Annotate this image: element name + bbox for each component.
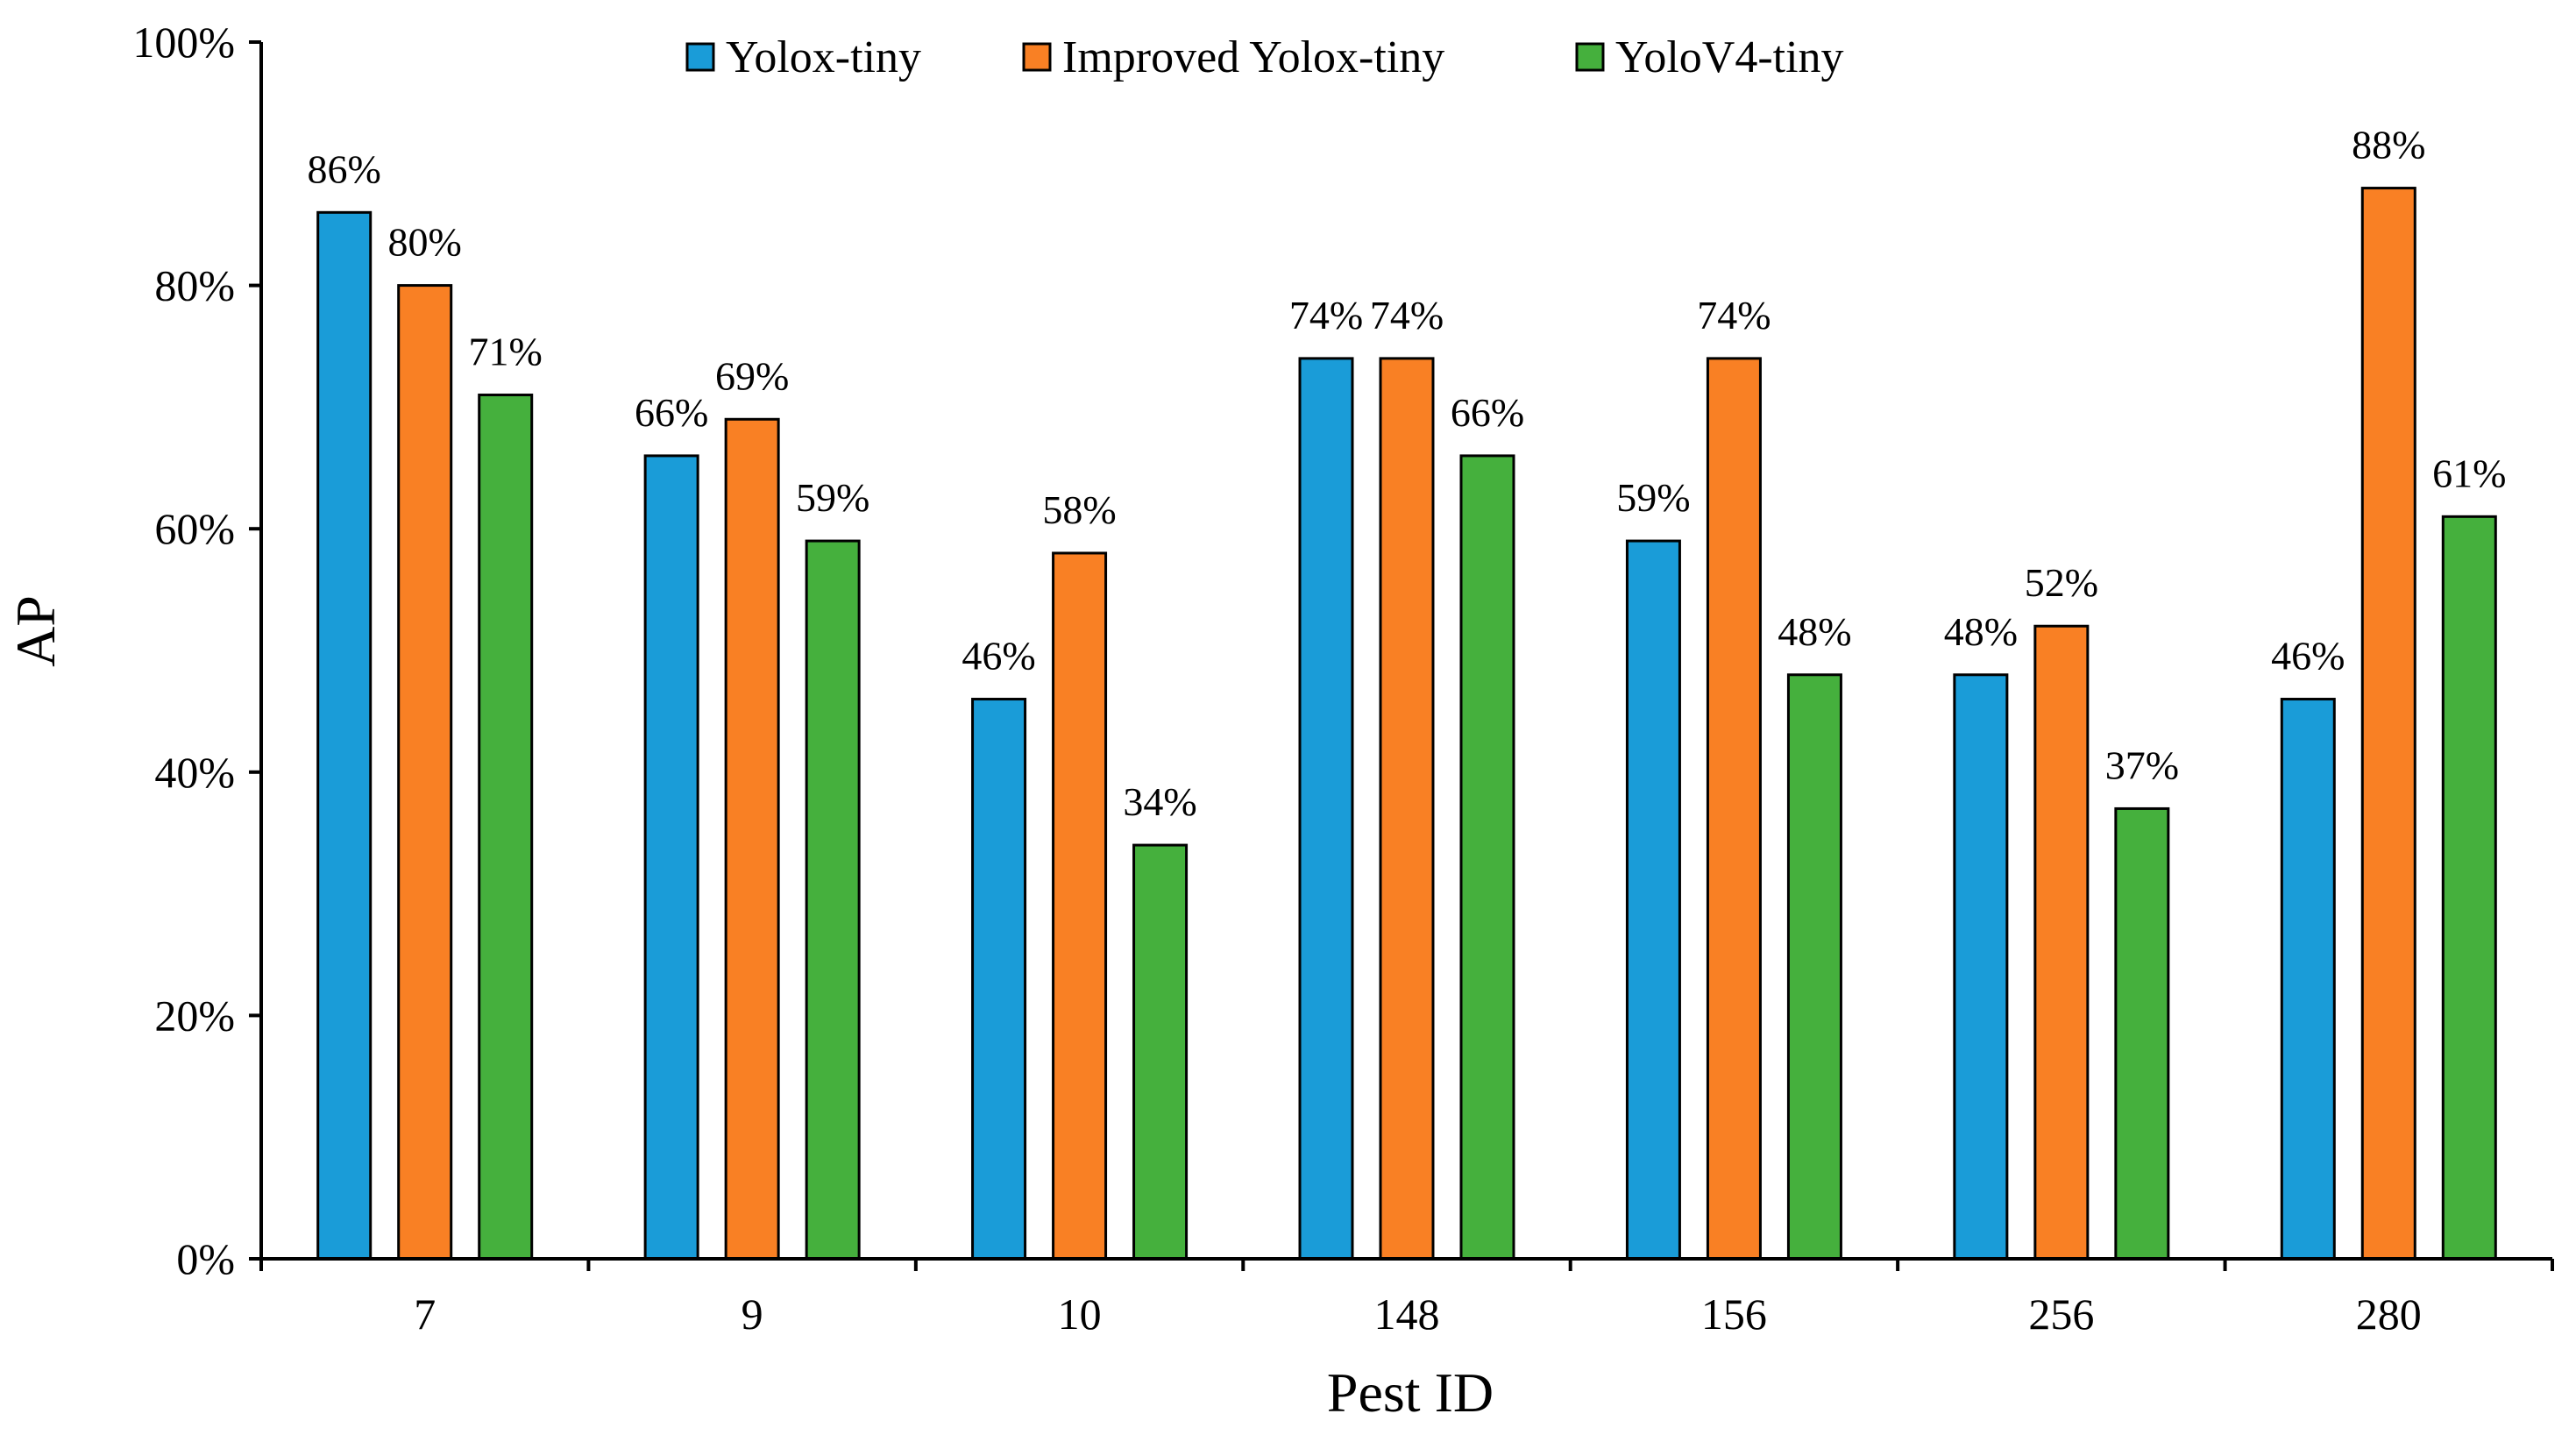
data-label: 74% <box>1697 293 1771 337</box>
data-label: 66% <box>1451 390 1524 435</box>
x-tick-label: 256 <box>2028 1289 2094 1339</box>
bar-yolox-tiny-280 <box>2280 698 2336 1261</box>
axes-layer: 0% 20% 40% 60% 80% 100% 7 9 10 148 156 256 280 <box>132 18 2554 1339</box>
data-label: 71% <box>469 330 543 374</box>
bar-yolox-tiny-7 <box>316 210 373 1261</box>
x-tick-label: 280 <box>2356 1289 2422 1339</box>
y-tick-label: 20% <box>154 991 235 1040</box>
data-label: 74% <box>1289 293 1363 337</box>
bar-yolov4-tiny-7 <box>478 394 534 1261</box>
bar-improved-yolox-tiny-280 <box>2360 187 2416 1261</box>
bar-yolov4-tiny-10 <box>1132 843 1189 1261</box>
bar-improved-yolox-tiny-148 <box>1379 357 1435 1261</box>
data-label: 48% <box>1944 609 2018 654</box>
legend-swatch-yolox-tiny <box>685 42 715 72</box>
bar-yolov4-tiny-280 <box>2441 515 2497 1261</box>
y-tick-label: 100% <box>132 18 235 67</box>
data-label: 52% <box>2025 560 2098 605</box>
y-tick-label: 60% <box>154 504 235 553</box>
x-tick-label: 148 <box>1374 1289 1440 1339</box>
bar-yolox-tiny-9 <box>643 454 699 1261</box>
y-tick-label: 40% <box>154 748 235 797</box>
bar-yolov4-tiny-148 <box>1459 454 1515 1261</box>
bar-improved-yolox-tiny-9 <box>724 417 780 1261</box>
bar-improved-yolox-tiny-7 <box>397 284 453 1261</box>
legend-label: Yolox-tiny <box>726 32 921 82</box>
data-label: 88% <box>2352 123 2425 167</box>
data-label: 46% <box>2271 634 2345 678</box>
x-tick-label: 156 <box>1701 1289 1767 1339</box>
legend-swatch-improved-yolox-tiny <box>1022 42 1052 72</box>
data-label: 59% <box>796 475 869 520</box>
x-tick-label: 7 <box>414 1289 436 1339</box>
x-axis-title: Pest ID <box>1327 1361 1494 1424</box>
data-label: 69% <box>715 353 789 398</box>
y-axis-title: AP <box>4 595 67 667</box>
data-labels-layer: 86%80%71%66%69%59%46%58%34%74% 74%66%59%7… <box>308 123 2507 825</box>
data-label: 59% <box>1616 475 1690 520</box>
x-tick-label: 10 <box>1058 1289 1102 1339</box>
data-label: 37% <box>2105 742 2179 787</box>
bar-yolov4-tiny-156 <box>1786 673 1842 1261</box>
bar-improved-yolox-tiny-10 <box>1052 551 1108 1261</box>
y-tick-label: 0% <box>176 1234 235 1283</box>
bar-yolov4-tiny-9 <box>805 539 861 1261</box>
bar-yolox-tiny-10 <box>971 698 1027 1261</box>
data-label: 80% <box>388 220 462 265</box>
data-label: 34% <box>1123 779 1196 824</box>
legend-label: Improved Yolox-tiny <box>1062 32 1444 82</box>
legend-label: YoloV4-tiny <box>1615 32 1844 82</box>
data-label: 46% <box>962 634 1035 678</box>
data-label: 74% <box>1370 293 1444 337</box>
bar-yolox-tiny-148 <box>1298 357 1354 1261</box>
data-label: 58% <box>1042 487 1116 532</box>
bar-yolox-tiny-156 <box>1625 539 1681 1261</box>
data-label: 48% <box>1778 609 1851 654</box>
data-label: 66% <box>635 390 708 435</box>
legend-swatch-yolov4-tiny <box>1575 42 1605 72</box>
bars-layer <box>316 187 2497 1261</box>
y-tick-label: 80% <box>154 261 235 310</box>
legend: Yolox-tiny Improved Yolox-tiny YoloV4-tiny <box>685 32 1844 82</box>
data-label: 61% <box>2432 451 2506 495</box>
bar-improved-yolox-tiny-156 <box>1706 357 1762 1261</box>
data-label: 86% <box>308 146 381 191</box>
x-tick-label: 9 <box>742 1289 763 1339</box>
bar-improved-yolox-tiny-256 <box>2033 624 2090 1261</box>
bar-yolov4-tiny-256 <box>2114 806 2170 1261</box>
bar-yolox-tiny-256 <box>1953 673 2009 1261</box>
